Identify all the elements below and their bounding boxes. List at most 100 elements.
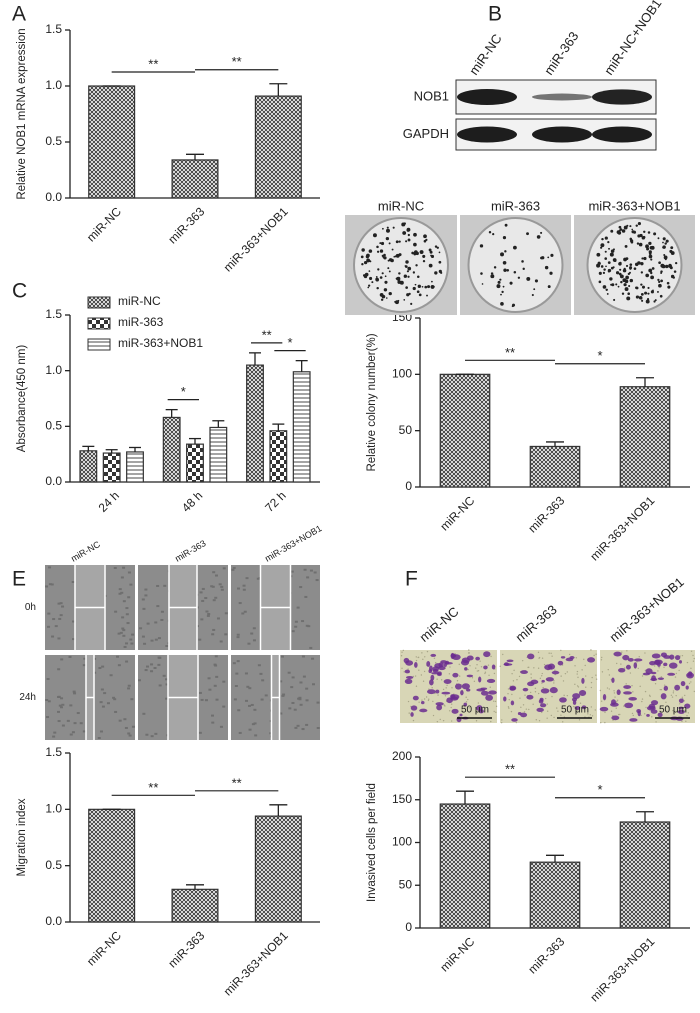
cell-texture [301, 728, 305, 731]
membrane-pore [560, 649, 562, 652]
colony [376, 286, 379, 290]
colony [501, 290, 504, 294]
colony [633, 230, 637, 234]
cell-texture [299, 586, 303, 589]
cell-texture [208, 688, 212, 691]
cell-texture [112, 696, 116, 699]
cell-texture [165, 683, 169, 686]
invaded-cell [460, 690, 464, 696]
bar [254, 815, 302, 923]
colony [650, 271, 653, 275]
membrane-pore [415, 685, 418, 687]
blot-band [532, 126, 592, 143]
colony [394, 255, 397, 258]
colony [622, 278, 627, 283]
membrane-pore [414, 675, 417, 677]
colony [367, 286, 370, 289]
error-bar [546, 854, 564, 863]
membrane-pore [546, 703, 548, 705]
cell-texture [142, 607, 146, 610]
membrane-pore [566, 671, 568, 673]
colony [607, 261, 611, 265]
colony [600, 243, 605, 248]
scale-bar-label: 50 μm [659, 705, 687, 716]
cell-texture [232, 662, 236, 665]
cell-texture [69, 704, 73, 707]
invaded-cell [660, 693, 667, 700]
membrane-pore [427, 699, 430, 702]
membrane-pore [684, 710, 686, 712]
cell-texture [309, 646, 313, 649]
membrane-pore [456, 680, 459, 682]
cell-texture [123, 718, 127, 721]
colony [419, 250, 424, 255]
cell-texture [248, 728, 252, 731]
membrane-pore [554, 669, 556, 671]
membrane-pore [458, 675, 461, 677]
membrane-pore [665, 701, 667, 704]
membrane-pore [659, 688, 661, 691]
membrane-pore [403, 671, 405, 673]
membrane-pore [546, 710, 549, 712]
membrane-pore [488, 674, 490, 676]
cell-texture [199, 591, 203, 594]
invaded-cell [688, 671, 693, 676]
colony [509, 281, 513, 285]
cell-texture [141, 635, 145, 638]
membrane-pore [519, 697, 521, 699]
cell-texture [298, 698, 302, 701]
invaded-cell [426, 660, 431, 667]
membrane-pore [418, 701, 420, 703]
colony [613, 298, 616, 302]
invaded-cell [454, 683, 462, 690]
colony [547, 256, 550, 259]
membrane-pore [468, 707, 470, 709]
y-axis-label: Invasived cells per field [366, 783, 378, 902]
colony [645, 299, 650, 304]
membrane-pore [608, 674, 611, 676]
invaded-cell [684, 703, 691, 709]
cell-texture [57, 720, 61, 723]
cell-texture [143, 642, 147, 645]
invaded-cell [459, 713, 463, 717]
invaded-cell [657, 677, 664, 680]
invaded-cell [628, 696, 637, 701]
membrane-pore [445, 687, 447, 689]
cell-texture [236, 587, 240, 590]
invaded-cell [430, 653, 437, 657]
colony [604, 236, 608, 240]
cell-texture [154, 621, 158, 624]
membrane-pore [528, 666, 530, 668]
membrane-pore [641, 700, 643, 703]
colony [434, 271, 438, 275]
membrane-pore [678, 669, 680, 672]
cell-texture [200, 698, 204, 701]
invaded-cell [451, 708, 459, 714]
invaded-cell [540, 688, 550, 694]
colony [605, 288, 608, 292]
cell-texture [71, 731, 75, 734]
colony [513, 245, 517, 250]
invaded-cell [572, 693, 581, 699]
cell-texture [290, 686, 294, 689]
colony [526, 276, 531, 281]
cell-texture [127, 684, 131, 687]
membrane-pore [564, 672, 567, 675]
cell-texture [156, 584, 160, 587]
colony [493, 266, 497, 269]
colony [648, 254, 653, 259]
membrane-pore [436, 720, 439, 723]
bar [88, 808, 136, 923]
colony [622, 268, 627, 273]
invaded-cell [466, 674, 474, 678]
colony [480, 272, 483, 275]
cell-texture [47, 625, 51, 628]
cell-texture [218, 583, 222, 586]
invaded-cell [483, 651, 491, 658]
colony [499, 278, 502, 281]
cell-texture [66, 719, 70, 722]
invaded-cell [674, 655, 681, 661]
cell-texture [219, 640, 223, 643]
membrane-pore [601, 671, 604, 673]
invaded-cell [663, 685, 669, 691]
